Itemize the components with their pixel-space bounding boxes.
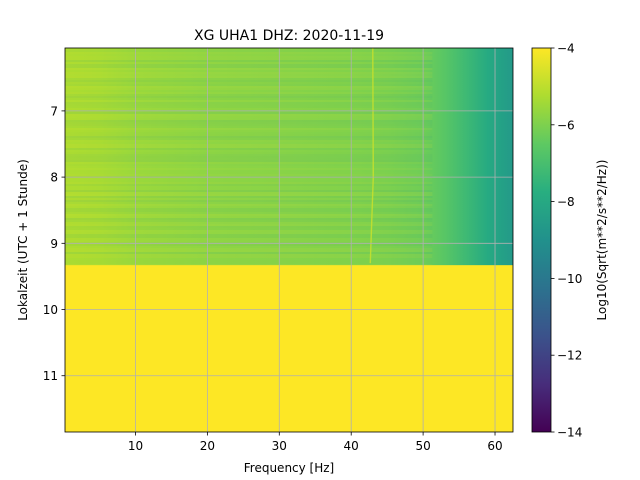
x-tick-label: 40 bbox=[344, 439, 359, 453]
x-tick-label: 50 bbox=[415, 439, 430, 453]
x-tick-label: 30 bbox=[272, 439, 287, 453]
colorbar-tick-label: −12 bbox=[557, 349, 582, 363]
y-tick-label: 7 bbox=[50, 104, 58, 118]
x-axis-label: Frequency [Hz] bbox=[244, 461, 335, 475]
y-tick-label: 8 bbox=[50, 171, 58, 185]
y-tick-label: 11 bbox=[43, 369, 58, 383]
y-tick-label: 9 bbox=[50, 237, 58, 251]
y-tick-label: 10 bbox=[43, 303, 58, 317]
colorbar-ticks: −4 −6 −8 −10 −12 −14 bbox=[551, 42, 582, 440]
colorbar-tick-label: −8 bbox=[557, 195, 575, 209]
colorbar-tick-label: −14 bbox=[557, 426, 582, 440]
colorbar-tick-label: −6 bbox=[557, 118, 575, 132]
x-axis-ticks: 10 20 30 40 50 60 bbox=[128, 432, 503, 453]
x-tick-label: 60 bbox=[487, 439, 502, 453]
chart-title: XG UHA1 DHZ: 2020-11-19 bbox=[194, 28, 384, 44]
x-tick-label: 20 bbox=[200, 439, 215, 453]
plot-area bbox=[65, 48, 513, 432]
x-tick-label: 10 bbox=[128, 439, 143, 453]
y-axis-label: Lokalzeit (UTC + 1 Stunde) bbox=[16, 159, 30, 321]
colorbar-label: Log10(Sqrt(m**2/s**2/Hz)) bbox=[595, 160, 609, 321]
colorbar-frame bbox=[531, 47, 552, 433]
y-axis-ticks: 7 8 9 10 11 bbox=[43, 104, 65, 383]
colorbar-tick-label: −4 bbox=[557, 42, 575, 56]
colorbar: −4 −6 −8 −10 −12 −14 Log10(Sqrt(m**2/s**2/Hz)… bbox=[531, 42, 609, 440]
grid-lines bbox=[65, 48, 513, 432]
colorbar-tick-label: −10 bbox=[557, 272, 582, 286]
spectrogram-texture bbox=[65, 52, 433, 266]
plot-frame bbox=[64, 47, 514, 433]
spectrogram-data-region bbox=[65, 48, 513, 266]
colorbar-gradient bbox=[532, 48, 551, 432]
